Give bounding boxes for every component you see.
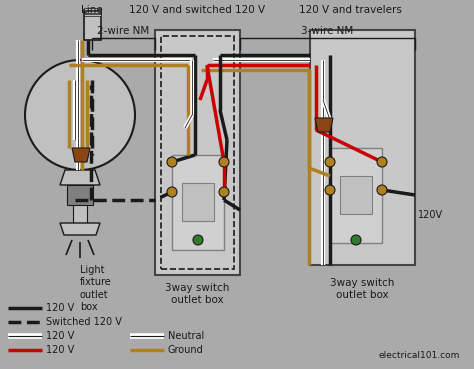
Text: 120 V: 120 V [46, 331, 74, 341]
Text: Light
fixture
outlet
box: Light fixture outlet box [80, 265, 112, 312]
Text: electrical101.com: electrical101.com [379, 351, 460, 360]
Circle shape [167, 187, 177, 197]
Circle shape [219, 187, 229, 197]
Text: 120 V and switched 120 V: 120 V and switched 120 V [129, 5, 265, 15]
Text: Ground: Ground [168, 345, 204, 355]
Bar [67, 185, 93, 205]
Bar [84, 11, 101, 13]
Bar [161, 36, 234, 269]
Text: 120 V and travelers: 120 V and travelers [299, 5, 401, 15]
Bar [84, 10, 101, 40]
Text: 3way switch
outlet box: 3way switch outlet box [330, 278, 394, 300]
Bar [182, 183, 214, 221]
Text: 3way switch
outlet box: 3way switch outlet box [165, 283, 229, 306]
Polygon shape [60, 170, 100, 185]
Bar [330, 148, 382, 243]
Circle shape [351, 235, 361, 245]
Circle shape [377, 185, 387, 195]
Polygon shape [72, 148, 90, 162]
Circle shape [219, 157, 229, 167]
Text: Line: Line [81, 5, 103, 15]
Circle shape [325, 185, 335, 195]
Bar [84, 8, 101, 10]
Bar [84, 14, 101, 16]
Circle shape [25, 60, 135, 170]
Bar [172, 155, 224, 250]
Circle shape [167, 157, 177, 167]
Bar [310, 30, 415, 265]
Circle shape [325, 157, 335, 167]
Bar [340, 176, 372, 214]
Text: 120V: 120V [418, 210, 443, 220]
Bar [155, 30, 240, 275]
Text: 3-wire NM: 3-wire NM [301, 26, 353, 36]
Polygon shape [60, 223, 100, 235]
Text: Neutral: Neutral [168, 331, 204, 341]
Text: 2-wire NM: 2-wire NM [97, 26, 149, 36]
Circle shape [193, 235, 203, 245]
Circle shape [377, 157, 387, 167]
Bar [73, 205, 87, 223]
Polygon shape [315, 118, 333, 132]
Text: 120 V: 120 V [46, 345, 74, 355]
Text: Switched 120 V: Switched 120 V [46, 317, 122, 327]
Text: 120 V: 120 V [46, 303, 74, 313]
